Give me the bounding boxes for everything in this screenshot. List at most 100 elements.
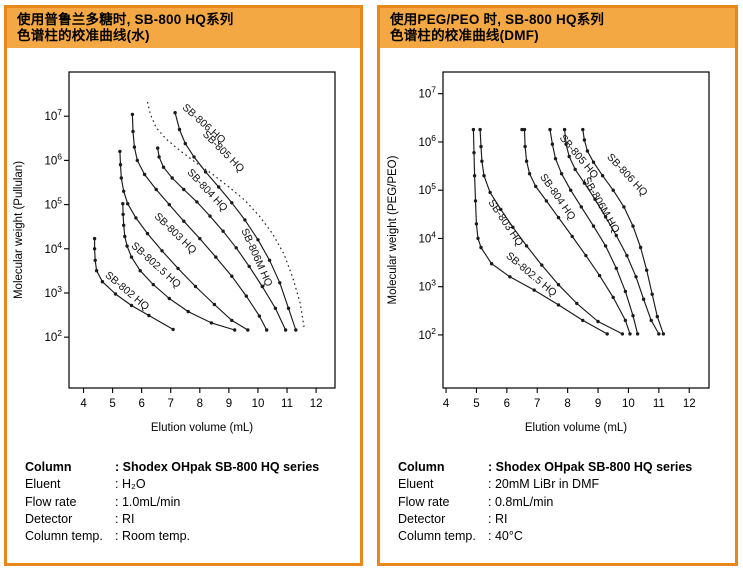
spec-label: Detector bbox=[25, 511, 73, 526]
data-point-marker bbox=[567, 154, 571, 159]
spec-label: Column bbox=[398, 460, 445, 474]
data-point-marker bbox=[267, 258, 271, 262]
data-point-marker bbox=[117, 149, 122, 154]
chart-area-water: 4 5 6 7 8 9 10 11 12 102 103 104 105 106 107 Elution vo… bbox=[7, 58, 360, 453]
data-point-marker bbox=[177, 127, 181, 132]
spec-label: Column temp. bbox=[398, 529, 476, 544]
data-point-marker bbox=[167, 296, 171, 301]
data-point-marker bbox=[229, 274, 233, 278]
curve-label: SB-802 HQ bbox=[102, 269, 151, 313]
spec-row: Flow rate: 1.0mL/min bbox=[25, 494, 350, 511]
data-point-marker bbox=[489, 262, 493, 266]
data-point-marker bbox=[570, 234, 574, 239]
panel-calibration-water: 使用普鲁兰多糖时, SB-800 HQ系列 色谱柱的校准曲线(水) 4 5 6 7 8 9… bbox=[4, 5, 363, 566]
data-point-marker bbox=[130, 112, 134, 117]
spec-label: Column bbox=[25, 460, 72, 474]
data-point-marker bbox=[592, 197, 597, 201]
data-point-marker bbox=[120, 212, 125, 217]
spec-value: : RI bbox=[488, 511, 508, 526]
y-axis-tick-label: 104 bbox=[44, 240, 62, 256]
data-point-marker bbox=[556, 283, 560, 287]
x-axis-title: Elution volume (mL) bbox=[150, 422, 252, 434]
data-point-marker bbox=[533, 184, 537, 189]
spec-label: Flow rate bbox=[25, 494, 77, 509]
chart-area-dmf: 4 5 6 7 8 9 10 11 12 102 103 104 105 106 107 Elution vo… bbox=[380, 58, 735, 453]
x-axis-tick-label: 4 bbox=[442, 398, 449, 410]
data-point-marker bbox=[132, 145, 136, 149]
data-point-marker bbox=[498, 207, 502, 212]
data-point-marker bbox=[220, 229, 225, 233]
data-point-marker bbox=[630, 224, 635, 228]
x-axis-tick-label: 6 bbox=[503, 398, 509, 410]
data-point-marker bbox=[614, 233, 618, 238]
spec-value: : RI bbox=[115, 511, 135, 526]
data-point-marker bbox=[591, 224, 595, 228]
data-point-marker bbox=[94, 269, 98, 273]
y-axis-tick-label: 105 bbox=[44, 196, 62, 212]
calibration-chart-pullulan-water: 4 5 6 7 8 9 10 11 12 102 103 104 105 106 107 Elution vo… bbox=[13, 71, 336, 434]
data-point-marker bbox=[161, 165, 165, 169]
data-point-marker bbox=[129, 255, 133, 259]
data-point-marker bbox=[563, 142, 568, 146]
data-point-marker bbox=[232, 328, 236, 332]
spec-row: Detector : RI bbox=[25, 511, 350, 528]
data-point-marker bbox=[125, 202, 129, 206]
data-point-marker bbox=[181, 187, 185, 192]
data-point-marker bbox=[579, 205, 583, 209]
data-point-marker bbox=[474, 222, 478, 226]
data-point-marker bbox=[649, 318, 653, 323]
spec-row: Eluent: H₂O bbox=[25, 476, 350, 493]
spec-table-dmf: Column: Shodex OHpak SB-800 HQ series Elu… bbox=[380, 459, 735, 545]
curve-label: SB-806M HQ bbox=[580, 175, 622, 235]
data-point-marker bbox=[655, 314, 659, 319]
data-point-marker bbox=[603, 215, 607, 219]
data-point-marker bbox=[582, 181, 586, 185]
spec-label: Column temp. bbox=[25, 529, 103, 544]
data-point-marker bbox=[605, 332, 609, 336]
data-point-marker bbox=[550, 142, 554, 146]
panel-header-dmf: 使用PEG/PEO 时, SB-800 HQ系列 色谱柱的校准曲线(DMF) bbox=[380, 8, 735, 48]
data-point-marker bbox=[595, 319, 600, 324]
data-point-marker bbox=[611, 188, 615, 192]
x-axis-title: Elution volume (mL) bbox=[524, 422, 626, 434]
data-point-marker bbox=[138, 269, 142, 273]
data-point-marker bbox=[621, 205, 626, 209]
data-point-marker bbox=[627, 332, 632, 336]
data-point-marker bbox=[92, 236, 96, 241]
curve-label: SB-803 HQ bbox=[485, 197, 525, 248]
data-point-marker bbox=[556, 215, 560, 220]
data-point-marker bbox=[247, 264, 251, 269]
data-point-marker bbox=[209, 321, 213, 325]
data-point-marker bbox=[479, 159, 484, 163]
data-point-marker bbox=[181, 219, 185, 223]
data-point-marker bbox=[273, 306, 277, 310]
spec-row: Column: Shodex OHpak SB-800 HQ series bbox=[398, 459, 725, 476]
data-point-marker bbox=[151, 282, 155, 287]
plot-frame bbox=[67, 71, 336, 389]
data-point-marker bbox=[611, 295, 615, 300]
data-point-marker bbox=[556, 303, 560, 307]
data-point-marker bbox=[120, 202, 125, 206]
curve-label: SB-806 HQ bbox=[604, 151, 649, 198]
data-point-marker bbox=[473, 199, 477, 203]
y-axis-tick-label: 102 bbox=[44, 328, 62, 344]
data-point-marker bbox=[614, 266, 618, 270]
y-axis-tick-label: 107 bbox=[418, 85, 436, 101]
data-point-marker bbox=[661, 332, 665, 336]
y-axis-title: Molecular weight (PEG/PEO) bbox=[387, 155, 399, 304]
spec-row: Column temp.: Room temp. bbox=[25, 528, 350, 545]
data-point-marker bbox=[573, 167, 577, 172]
spec-value: : 40°C bbox=[488, 529, 523, 544]
panel-header-water: 使用普鲁兰多糖时, SB-800 HQ系列 色谱柱的校准曲线(水) bbox=[7, 8, 360, 48]
data-point-marker bbox=[216, 185, 220, 189]
y-axis-title: Molecular weight (Pullulan) bbox=[13, 161, 25, 299]
data-point-marker bbox=[650, 292, 654, 296]
data-point-marker bbox=[122, 234, 127, 239]
data-point-marker bbox=[145, 231, 149, 236]
y-axis-tick-label: 103 bbox=[418, 278, 436, 294]
data-point-marker bbox=[121, 223, 125, 227]
x-axis-tick-label: 5 bbox=[109, 398, 115, 410]
y-axis-tick-label: 105 bbox=[418, 181, 436, 197]
data-point-marker bbox=[121, 189, 125, 193]
spec-value: : 20mM LiBr in DMF bbox=[488, 477, 600, 492]
